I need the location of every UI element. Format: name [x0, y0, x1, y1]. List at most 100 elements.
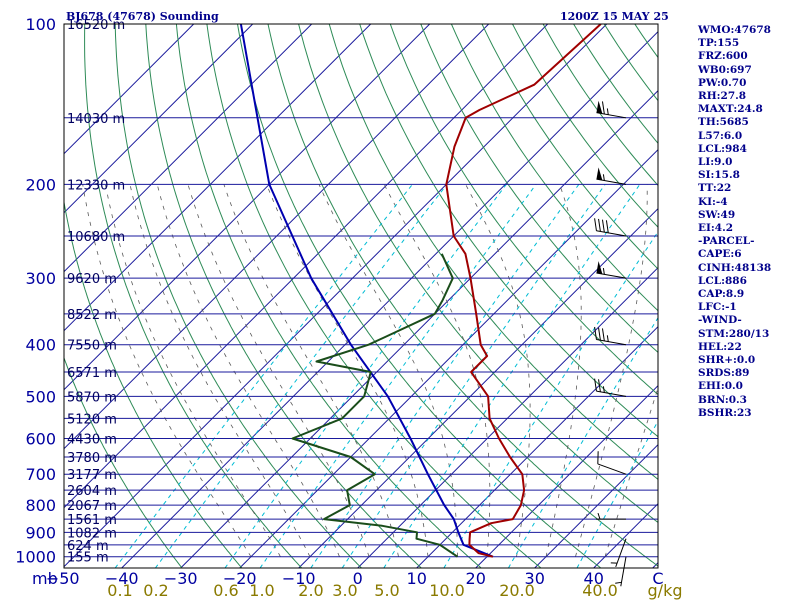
isotherm — [416, 326, 658, 568]
parcel-trace — [239, 24, 494, 558]
moist-adiabat — [82, 184, 252, 557]
barb-feather — [598, 327, 601, 341]
barb-half-feather — [597, 512, 601, 520]
barb-feather — [601, 101, 605, 115]
index-item: MAXT:24.8 — [698, 103, 763, 116]
dry-adiabat — [359, 24, 658, 438]
isotherm — [64, 24, 608, 568]
temperature-tick-label: C — [652, 569, 663, 588]
barb-staff — [596, 230, 627, 237]
temperature-tick-label: −40 — [105, 569, 139, 588]
mixing-ratio-line — [576, 420, 658, 568]
barb-half-feather — [602, 268, 605, 275]
height-label: 6571 m — [67, 366, 117, 381]
height-label: 9620 m — [67, 272, 117, 287]
wind-barb — [596, 261, 627, 279]
mixing-ratio-label: 20.0 — [499, 581, 535, 600]
moist-adiabat — [575, 184, 648, 557]
temperature-tick-label: 0 — [353, 569, 363, 588]
dry-adiabat — [84, 24, 303, 568]
barb-staff — [596, 112, 627, 119]
index-item: PW:0.70 — [698, 76, 747, 89]
moist-adiabat — [129, 184, 311, 557]
index-item: SHR+:0.0 — [698, 354, 756, 367]
index-item: EI:4.2 — [698, 222, 734, 235]
barb-half-feather — [602, 174, 605, 181]
sounding-time: 1200Z 15 MAY 25 — [560, 10, 669, 23]
barb-feather — [601, 219, 605, 233]
dry-adiabat — [450, 24, 658, 312]
index-item: CAPE:6 — [698, 248, 742, 261]
index-item: SRDS:89 — [698, 367, 750, 380]
index-item: TP:155 — [698, 37, 740, 50]
station-title: BJ678 (47678) Sounding — [66, 10, 219, 23]
height-label: 14030 m — [67, 112, 125, 127]
height-label: 1561 m — [67, 513, 117, 528]
isotherm — [64, 24, 372, 332]
mixing-ratio-label: 0.6 — [213, 581, 238, 600]
mixing-ratio-line — [507, 316, 658, 568]
pressure-tick-label: 700 — [25, 465, 56, 484]
index-item: -PARCEL- — [698, 235, 755, 248]
index-item: CINH:48138 — [698, 261, 772, 274]
temperature-tick-label: 30 — [525, 569, 545, 588]
temperature-tick-label: −50 — [46, 569, 80, 588]
mixing-ratio-label: 2.0 — [298, 581, 323, 600]
mixing-ratio-line — [341, 184, 606, 568]
isotherm — [64, 24, 254, 214]
height-label: 3780 m — [67, 451, 117, 466]
height-label: 155 m — [67, 551, 109, 566]
mixing-ratio-line — [154, 184, 448, 568]
index-item: L57:6.0 — [698, 129, 743, 142]
wind-barbs — [594, 100, 627, 587]
barb-feather — [605, 220, 609, 233]
index-item: -WIND- — [698, 314, 742, 327]
dewpoint-trace — [291, 253, 459, 558]
wind-barb — [594, 326, 627, 346]
isotherm — [64, 24, 490, 450]
barb-staff — [596, 339, 627, 346]
dry-adiabat — [237, 24, 602, 568]
height-label: 1082 m — [67, 526, 117, 541]
index-item: STM:280/13 — [698, 327, 770, 340]
barb-feather — [598, 379, 601, 392]
pressure-tick-label: 1000 — [15, 548, 56, 567]
height-label: 2067 m — [67, 499, 117, 514]
mixing-ratio-label: 0.1 — [107, 581, 132, 600]
barb-pennant — [596, 261, 603, 275]
index-item: LI:9.0 — [698, 156, 733, 169]
dry-adiabat — [175, 24, 482, 568]
index-item: LCL:886 — [698, 274, 747, 287]
mixing-ratio-label: 3.0 — [332, 581, 357, 600]
plot-frame — [63, 23, 659, 569]
height-label: 16520 m — [67, 18, 125, 33]
barb-half-feather — [606, 335, 609, 342]
height-label: 8522 m — [67, 308, 117, 323]
pressure-tick-label: 200 — [25, 175, 56, 194]
barb-feather — [598, 218, 601, 232]
temperature-tick-label: 40 — [584, 569, 604, 588]
index-item: CAP:8.9 — [698, 288, 745, 301]
wind-barb — [596, 512, 626, 520]
temperature-tick-label: −10 — [282, 569, 316, 588]
height-label: 5120 m — [67, 412, 117, 427]
barb-pennant — [596, 167, 603, 181]
index-item: TT:22 — [698, 182, 732, 195]
isotherm — [180, 90, 658, 568]
barb-half-feather — [602, 386, 605, 393]
dry-adiabat — [206, 24, 542, 568]
mixing-ratio-line — [259, 184, 537, 568]
pressure-tick-label: 400 — [25, 336, 56, 355]
mixing-ratio-label: 10.0 — [429, 581, 465, 600]
mixing-ratio-label: 0.2 — [143, 581, 168, 600]
index-item: KI:-4 — [698, 195, 728, 208]
dry-adiabat — [64, 199, 243, 568]
mixing-ratio-label: g/kg — [648, 581, 683, 600]
pressure-tick-label: 500 — [25, 387, 56, 406]
index-item: LCL:984 — [698, 142, 747, 155]
barb-half-feather — [615, 581, 622, 584]
height-label: 3177 m — [67, 468, 117, 483]
dry-adiabat — [481, 24, 658, 270]
index-item: BRN:0.3 — [698, 393, 747, 406]
